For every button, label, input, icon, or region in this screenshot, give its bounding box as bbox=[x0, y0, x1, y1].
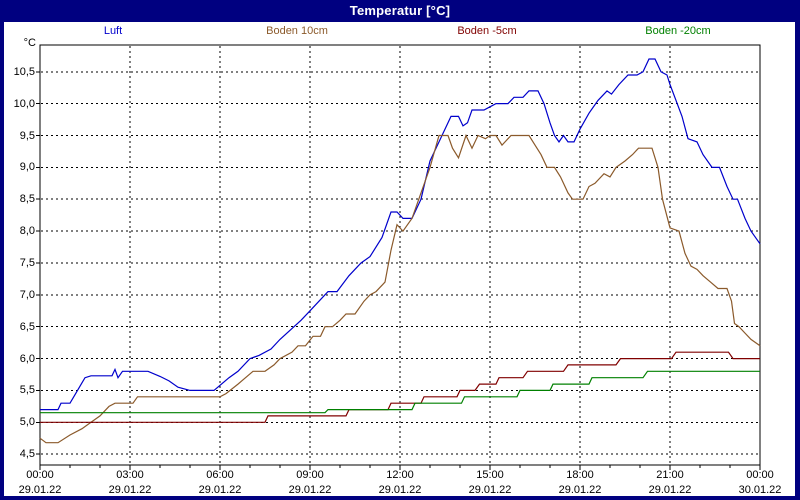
x-tick-time-label: 09:00 bbox=[296, 469, 324, 481]
y-tick-label: 8,5 bbox=[19, 193, 35, 205]
y-tick-label: 4,5 bbox=[19, 448, 35, 460]
legend-item-luft: Luft bbox=[103, 25, 123, 37]
x-tick-date-label: 29.01.22 bbox=[18, 484, 62, 496]
x-tick-time-label: 18:00 bbox=[566, 469, 594, 481]
x-tick-time-label: 06:00 bbox=[206, 469, 234, 481]
x-tick-time-label: 15:00 bbox=[476, 469, 504, 481]
legend-item-boden-minus20cm: Boden -20cm bbox=[645, 25, 711, 37]
y-axis-unit: °C bbox=[23, 37, 36, 49]
x-tick-time-label: 03:00 bbox=[116, 469, 144, 481]
y-tick-label: 6,5 bbox=[19, 321, 35, 333]
x-tick-time-label: 21:00 bbox=[656, 469, 684, 481]
x-tick-date-label: 30.01.22 bbox=[738, 484, 782, 496]
y-tick-label: 5,0 bbox=[19, 416, 35, 428]
legend-item-boden-minus5cm: Boden -5cm bbox=[457, 25, 517, 37]
window-title: Temperatur [°C] bbox=[349, 3, 451, 18]
y-tick-label: 5,5 bbox=[19, 384, 35, 396]
series-luft bbox=[40, 58, 761, 411]
y-tick-label: 10,5 bbox=[13, 66, 35, 78]
x-tick-date-label: 29.01.22 bbox=[378, 484, 422, 496]
x-tick-time-label: 00:00 bbox=[26, 469, 54, 481]
x-tick-date-label: 29.01.22 bbox=[648, 484, 692, 496]
x-tick-time-label: 00:00 bbox=[746, 469, 774, 481]
x-tick-date-label: 29.01.22 bbox=[558, 484, 602, 496]
legend-item-boden-10cm: Boden 10cm bbox=[266, 25, 328, 37]
x-tick-date-label: 29.01.22 bbox=[468, 484, 512, 496]
y-tick-label: 9,5 bbox=[19, 130, 35, 142]
plot-canvas bbox=[36, 44, 761, 470]
x-tick-time-label: 12:00 bbox=[386, 469, 414, 481]
y-tick-label: 6,0 bbox=[19, 353, 35, 365]
x-tick-date-label: 29.01.22 bbox=[288, 484, 332, 496]
y-tick-label: 8,0 bbox=[19, 225, 35, 237]
y-tick-label: 10,0 bbox=[13, 98, 35, 110]
x-tick-date-label: 29.01.22 bbox=[108, 484, 152, 496]
series-boden-20cm bbox=[40, 370, 760, 414]
y-tick-label: 9,0 bbox=[19, 161, 35, 173]
x-tick-date-label: 29.01.22 bbox=[198, 484, 242, 496]
series-boden-10cm bbox=[39, 133, 761, 444]
y-tick-label: 7,0 bbox=[19, 289, 35, 301]
y-tick-label: 7,5 bbox=[19, 257, 35, 269]
